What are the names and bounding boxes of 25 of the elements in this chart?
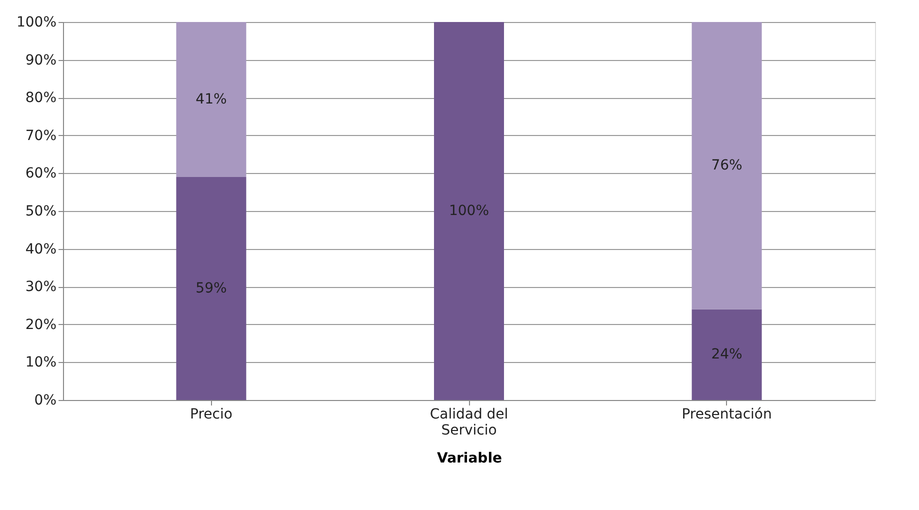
y-tick-label: 60% [25, 166, 56, 182]
bar [434, 22, 504, 400]
x-tick-label: Presentación [682, 406, 772, 422]
y-tick-label: 30% [25, 279, 56, 296]
y-tick-label: 50% [25, 204, 56, 220]
x-tick-label: Calidad del Servicio [430, 406, 508, 438]
data-label: 41% [196, 91, 227, 108]
x-axis-title: Variable [437, 450, 502, 466]
y-tick-label: 80% [25, 90, 56, 106]
data-label: 76% [711, 158, 742, 174]
y-tick-label: 100% [16, 14, 56, 30]
data-label: 59% [196, 280, 227, 296]
x-tick-label: Precio [190, 406, 232, 422]
data-label: 24% [711, 346, 742, 363]
data-label: 100% [448, 203, 490, 219]
y-tick-label: 70% [25, 128, 56, 144]
y-tick-label: 0% [34, 392, 56, 408]
y-tick-label: 20% [25, 316, 56, 333]
bar [692, 309, 762, 400]
y-tick-label: 10% [25, 354, 56, 371]
bar [692, 22, 762, 310]
bar [176, 176, 246, 400]
y-tick-label: 90% [25, 52, 56, 68]
y-tick-label: 40% [25, 241, 56, 258]
bar [176, 22, 246, 177]
